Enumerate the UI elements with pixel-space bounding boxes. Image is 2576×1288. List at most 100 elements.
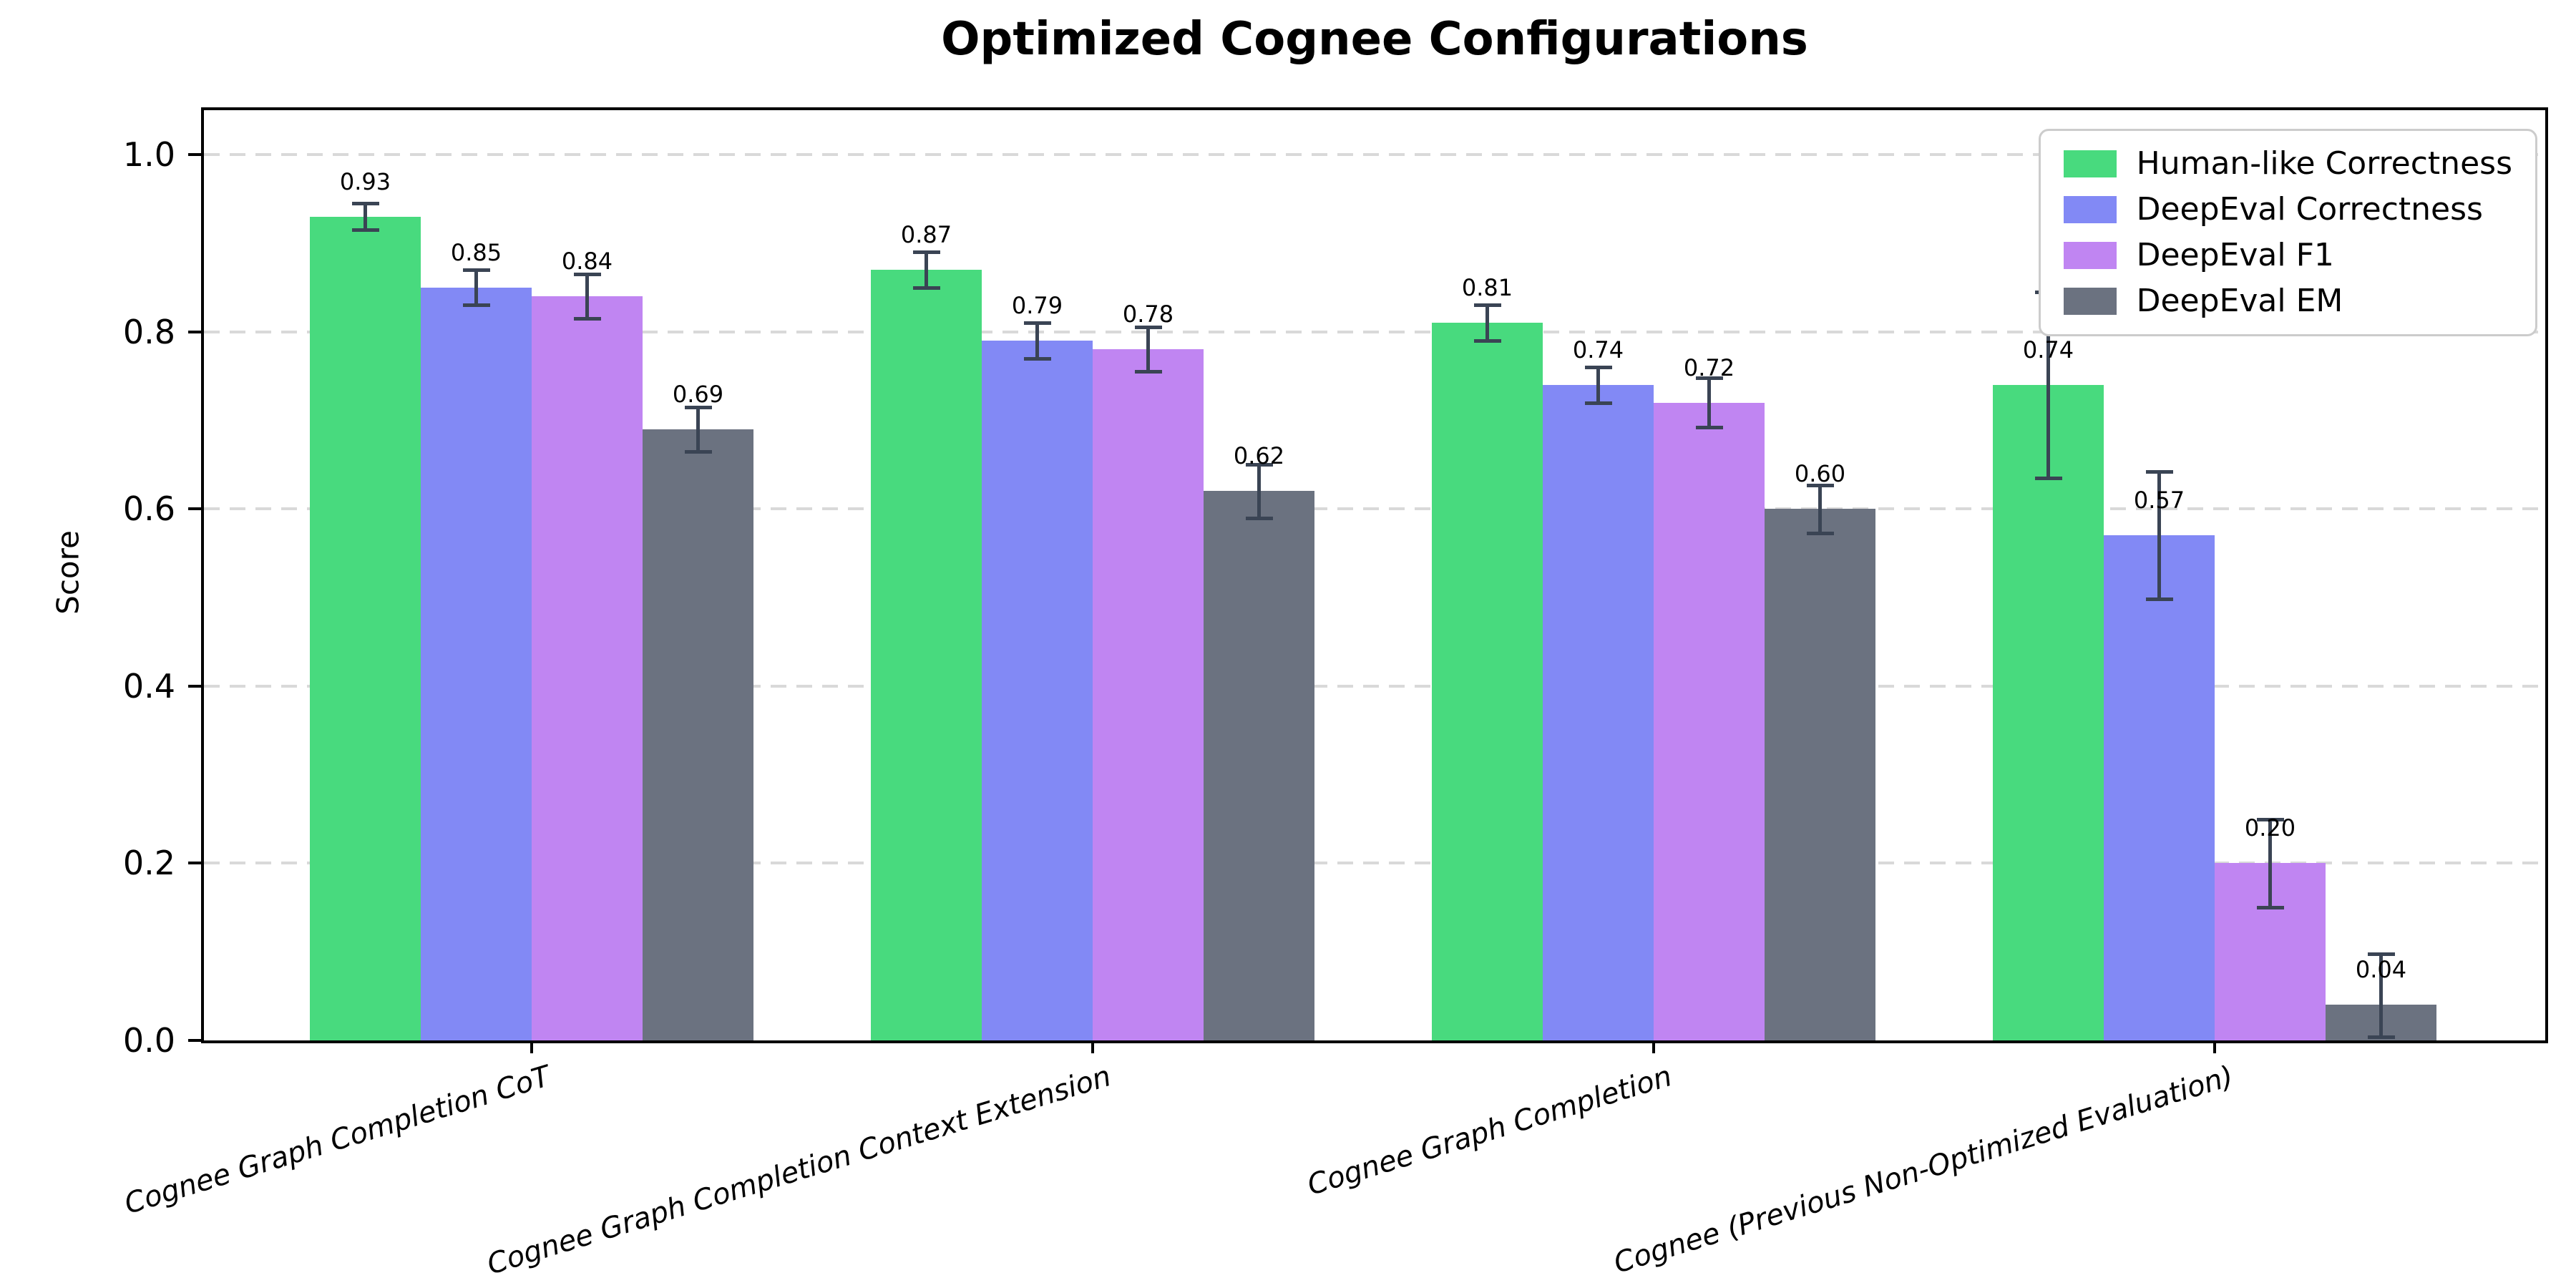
legend-label: Human-like Correctness — [2136, 145, 2512, 182]
bar-value-label: 0.62 — [1233, 442, 1285, 470]
y-tick-mark — [188, 1039, 201, 1042]
chart-title: Optimized Cognee Configurations — [941, 13, 1808, 66]
bar — [871, 269, 982, 1040]
plot-area: Human-like Correctness DeepEval Correctne… — [201, 107, 2548, 1043]
y-tick-label: 0.2 — [122, 844, 175, 883]
error-bar — [1257, 464, 1261, 518]
y-tick-label: 0.8 — [122, 312, 175, 351]
bar-value-label: 0.20 — [2244, 814, 2296, 842]
error-bar — [364, 203, 367, 230]
bar — [643, 429, 753, 1040]
y-tick-label: 1.0 — [122, 135, 175, 174]
bar-value-label: 0.74 — [2022, 336, 2074, 364]
y-axis-label: Score — [50, 530, 86, 615]
error-bar-cap — [1806, 483, 1834, 487]
error-bar — [2046, 291, 2050, 478]
y-tick-label: 0.6 — [122, 489, 175, 529]
error-bar — [585, 274, 589, 319]
bar-value-label: 0.87 — [900, 220, 952, 248]
error-bar-cap — [1473, 338, 1501, 343]
error-bar — [1035, 323, 1039, 358]
error-bar-cap — [684, 405, 712, 409]
y-tick-mark — [188, 684, 201, 688]
error-bar-cap — [1584, 401, 1612, 405]
x-tick-mark — [530, 1040, 533, 1053]
error-bar-cap — [2367, 1035, 2395, 1040]
bar — [310, 216, 421, 1040]
legend-swatch — [2063, 196, 2117, 223]
bar — [1432, 323, 1543, 1040]
error-bar — [1818, 484, 1822, 533]
legend-swatch — [2063, 150, 2117, 177]
error-bar — [474, 269, 478, 306]
error-bar-cap — [351, 202, 379, 206]
x-tick-label: Cognee Graph Completion Context Extensio… — [483, 1060, 1116, 1282]
bar — [532, 296, 643, 1040]
error-bar — [696, 406, 700, 452]
y-tick-label: 0.0 — [122, 1021, 175, 1060]
y-tick-mark — [188, 862, 201, 865]
error-bar — [1146, 327, 1150, 372]
error-bar-cap — [1023, 321, 1051, 326]
bar-value-label: 0.74 — [1572, 336, 1624, 364]
y-tick-label: 0.4 — [122, 666, 175, 706]
x-tick-mark — [1652, 1040, 1655, 1053]
bar-value-label: 0.85 — [450, 238, 502, 266]
bar — [982, 340, 1093, 1040]
legend-item: Human-like Correctness — [2063, 145, 2512, 182]
legend-item: DeepEval F1 — [2063, 237, 2512, 273]
error-bar-cap — [684, 449, 712, 454]
bar-value-label: 0.57 — [2133, 487, 2185, 514]
gridline — [204, 330, 2545, 333]
error-bar — [924, 252, 928, 288]
bar-value-label: 0.72 — [1683, 353, 1735, 381]
bar — [1093, 349, 1204, 1040]
error-bar-cap — [1134, 370, 1162, 374]
error-bar-cap — [351, 228, 379, 233]
bar-value-label: 0.04 — [2355, 956, 2407, 984]
x-tick-label: Cognee Graph Completion — [1304, 1060, 1677, 1202]
error-bar-cap — [1695, 376, 1723, 380]
legend-label: DeepEval F1 — [2136, 237, 2334, 273]
bar-value-label: 0.84 — [561, 248, 613, 275]
x-tick-label: Cognee Graph Completion CoT — [120, 1060, 555, 1221]
legend-swatch — [2063, 242, 2117, 269]
legend: Human-like Correctness DeepEval Correctne… — [2038, 129, 2537, 336]
error-bar-cap — [1245, 463, 1273, 467]
bar — [1543, 384, 1654, 1040]
error-bar-cap — [462, 303, 490, 308]
x-tick-mark — [1091, 1040, 1094, 1053]
y-tick-mark — [188, 330, 201, 333]
error-bar — [2268, 819, 2272, 908]
error-bar-cap — [2145, 470, 2173, 474]
error-bar-cap — [1695, 426, 1723, 430]
error-bar — [2157, 472, 2161, 600]
y-tick-mark — [188, 153, 201, 156]
legend-item: DeepEval EM — [2063, 283, 2512, 319]
error-bar-cap — [2367, 952, 2395, 956]
bar — [1993, 384, 2104, 1040]
x-tick-label: Cognee (Previous Non-Optimized Evaluatio… — [1609, 1060, 2238, 1280]
gridline — [204, 507, 2545, 511]
error-bar-cap — [462, 268, 490, 272]
y-tick-mark — [188, 507, 201, 511]
bar — [421, 287, 532, 1040]
bar-value-label: 0.81 — [1461, 274, 1513, 302]
error-bar-cap — [1806, 531, 1834, 535]
legend-label: DeepEval EM — [2136, 283, 2343, 319]
error-bar-cap — [2256, 906, 2284, 910]
bar — [1204, 491, 1314, 1040]
error-bar — [2379, 953, 2383, 1038]
error-bar-cap — [1584, 366, 1612, 370]
error-bar-cap — [1134, 326, 1162, 330]
error-bar-cap — [1023, 356, 1051, 361]
bar — [2104, 535, 2215, 1040]
error-bar-cap — [912, 250, 940, 255]
gridline — [204, 862, 2545, 865]
bar-value-label: 0.60 — [1794, 460, 1846, 488]
error-bar-cap — [2145, 597, 2173, 602]
error-bar-cap — [2256, 817, 2284, 821]
legend-item: DeepEval Correctness — [2063, 194, 2512, 225]
error-bar-cap — [573, 317, 601, 321]
